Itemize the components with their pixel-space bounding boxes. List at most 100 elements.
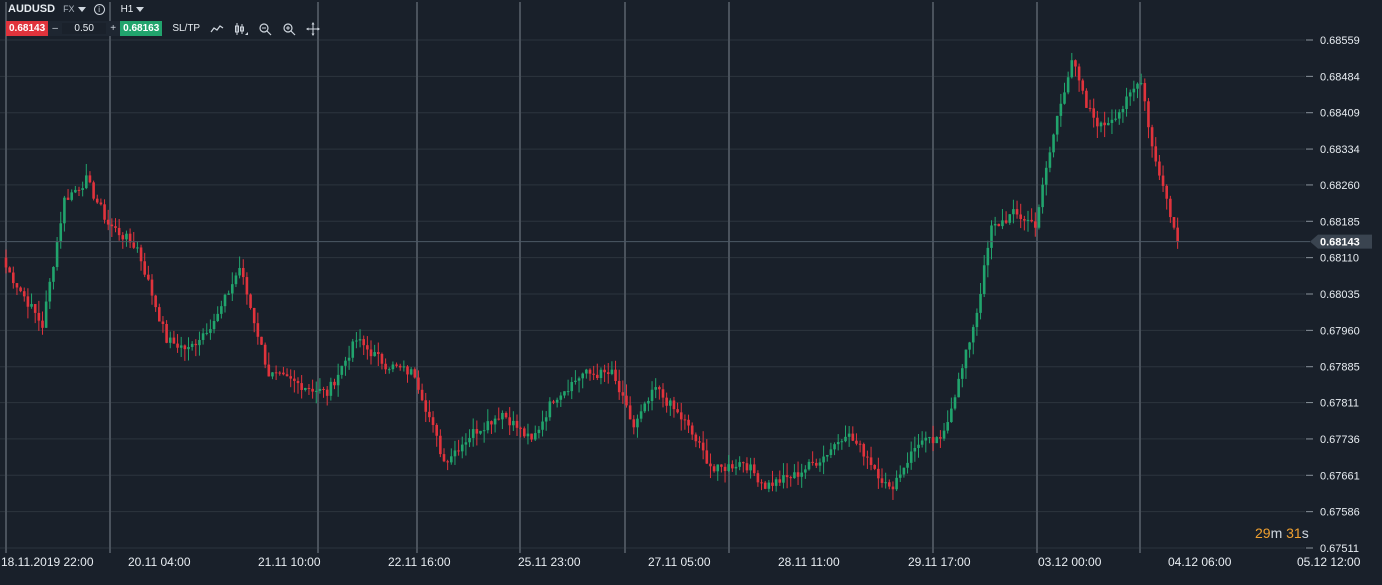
chevron-down-icon [136, 6, 145, 12]
candle-body [41, 320, 44, 328]
market-type-selector[interactable]: FX [63, 4, 86, 14]
candle-body [387, 369, 391, 371]
line-chart-icon[interactable] [210, 22, 224, 36]
candle-body [891, 486, 895, 490]
buy-button[interactable]: 0.68163 [120, 21, 163, 36]
timeframe-selector[interactable]: H1 [121, 3, 145, 15]
sell-button[interactable]: 0.68143 [6, 21, 49, 36]
candle-body [515, 420, 519, 428]
candle-body [227, 293, 230, 295]
candle-body [136, 247, 139, 249]
candle-body [789, 477, 793, 479]
candle-body [603, 369, 606, 373]
candle-body [785, 475, 789, 478]
lot-size-stepper[interactable]: – 0.50 + [48, 21, 121, 36]
candle-body [1026, 219, 1030, 221]
candle-body [1052, 134, 1055, 153]
x-tick-label: 25.11 23:00 [518, 555, 581, 569]
candle-body [1034, 221, 1037, 228]
candle-body [669, 400, 672, 406]
candle-body [778, 479, 782, 483]
candle-body [898, 474, 902, 478]
candle-body [198, 339, 201, 346]
decrease-lot-button[interactable]: – [52, 23, 58, 34]
candle-body [953, 397, 957, 409]
candle-body [369, 349, 373, 357]
candle-body [946, 422, 949, 431]
candle-countdown: 29m 31s [1255, 525, 1309, 541]
y-tick-label: 0.67811 [1320, 398, 1359, 410]
candle-body [884, 482, 887, 484]
candle-body [993, 223, 997, 226]
candle-body [822, 456, 825, 463]
candle-body [442, 454, 446, 462]
candle-body [544, 417, 548, 422]
candle-body [30, 304, 33, 307]
crosshair-icon[interactable] [306, 21, 321, 36]
increase-lot-button[interactable]: + [110, 23, 117, 34]
candle-body [267, 364, 271, 377]
sltp-button[interactable]: SL/TP [172, 23, 201, 34]
candle-body [1088, 107, 1092, 109]
candle-body [1165, 185, 1168, 199]
zoom-out-icon[interactable] [258, 22, 272, 36]
candle-body [307, 387, 311, 389]
candle-body [705, 450, 709, 464]
candle-body [906, 462, 909, 468]
candle-body [902, 467, 906, 475]
candle-body [1139, 83, 1143, 85]
candle-body [1004, 220, 1008, 223]
candle-body [829, 449, 833, 456]
candle-body [460, 444, 464, 452]
candle-body [847, 433, 851, 437]
candle-body [1012, 209, 1015, 215]
zoom-in-icon[interactable] [282, 22, 296, 36]
current-price-line: 0.68143 [0, 234, 1372, 249]
candle-body [285, 374, 289, 377]
y-tick-label: 0.68185 [1320, 216, 1360, 228]
candle-body [895, 477, 898, 490]
candle-body [1103, 122, 1106, 126]
candle-body [712, 466, 716, 472]
candle-body [650, 389, 654, 401]
candlestick-icon[interactable] [234, 22, 249, 36]
candle-body [95, 198, 99, 203]
candle-body [1074, 60, 1077, 67]
chevron-down-icon [77, 7, 86, 13]
candle-body [844, 436, 847, 442]
symbol-label[interactable]: AUDUSD [8, 3, 56, 15]
candle-body [187, 346, 190, 350]
candle-body [165, 323, 168, 343]
candle-body [468, 437, 471, 443]
candle-body [975, 312, 979, 328]
candle-body [873, 464, 876, 469]
candle-body [698, 441, 701, 443]
candle-body [1066, 77, 1070, 93]
candle-body [1059, 103, 1063, 116]
candle-body [176, 343, 179, 348]
candle-body [526, 433, 530, 437]
candle-body [774, 479, 778, 486]
candle-body [566, 391, 570, 393]
x-tick-label: 21.11 10:00 [258, 555, 321, 569]
candle-body [990, 225, 993, 248]
candle-body [52, 267, 55, 282]
candle-body [504, 412, 508, 418]
candle-body [201, 333, 205, 340]
lot-size-input[interactable]: 0.50 [62, 23, 107, 34]
candle-body [1150, 127, 1154, 147]
candle-body [654, 387, 657, 390]
candle-body [19, 287, 22, 292]
candle-body [1092, 108, 1095, 118]
candle-body [617, 380, 621, 393]
info-icon[interactable]: i [93, 3, 105, 15]
candle-body [475, 429, 479, 434]
candle-body [125, 233, 128, 240]
candle-body [161, 321, 165, 324]
candle-body [238, 267, 241, 276]
candle-body [300, 383, 303, 390]
candle-body [519, 427, 522, 429]
candle-body [74, 189, 77, 193]
